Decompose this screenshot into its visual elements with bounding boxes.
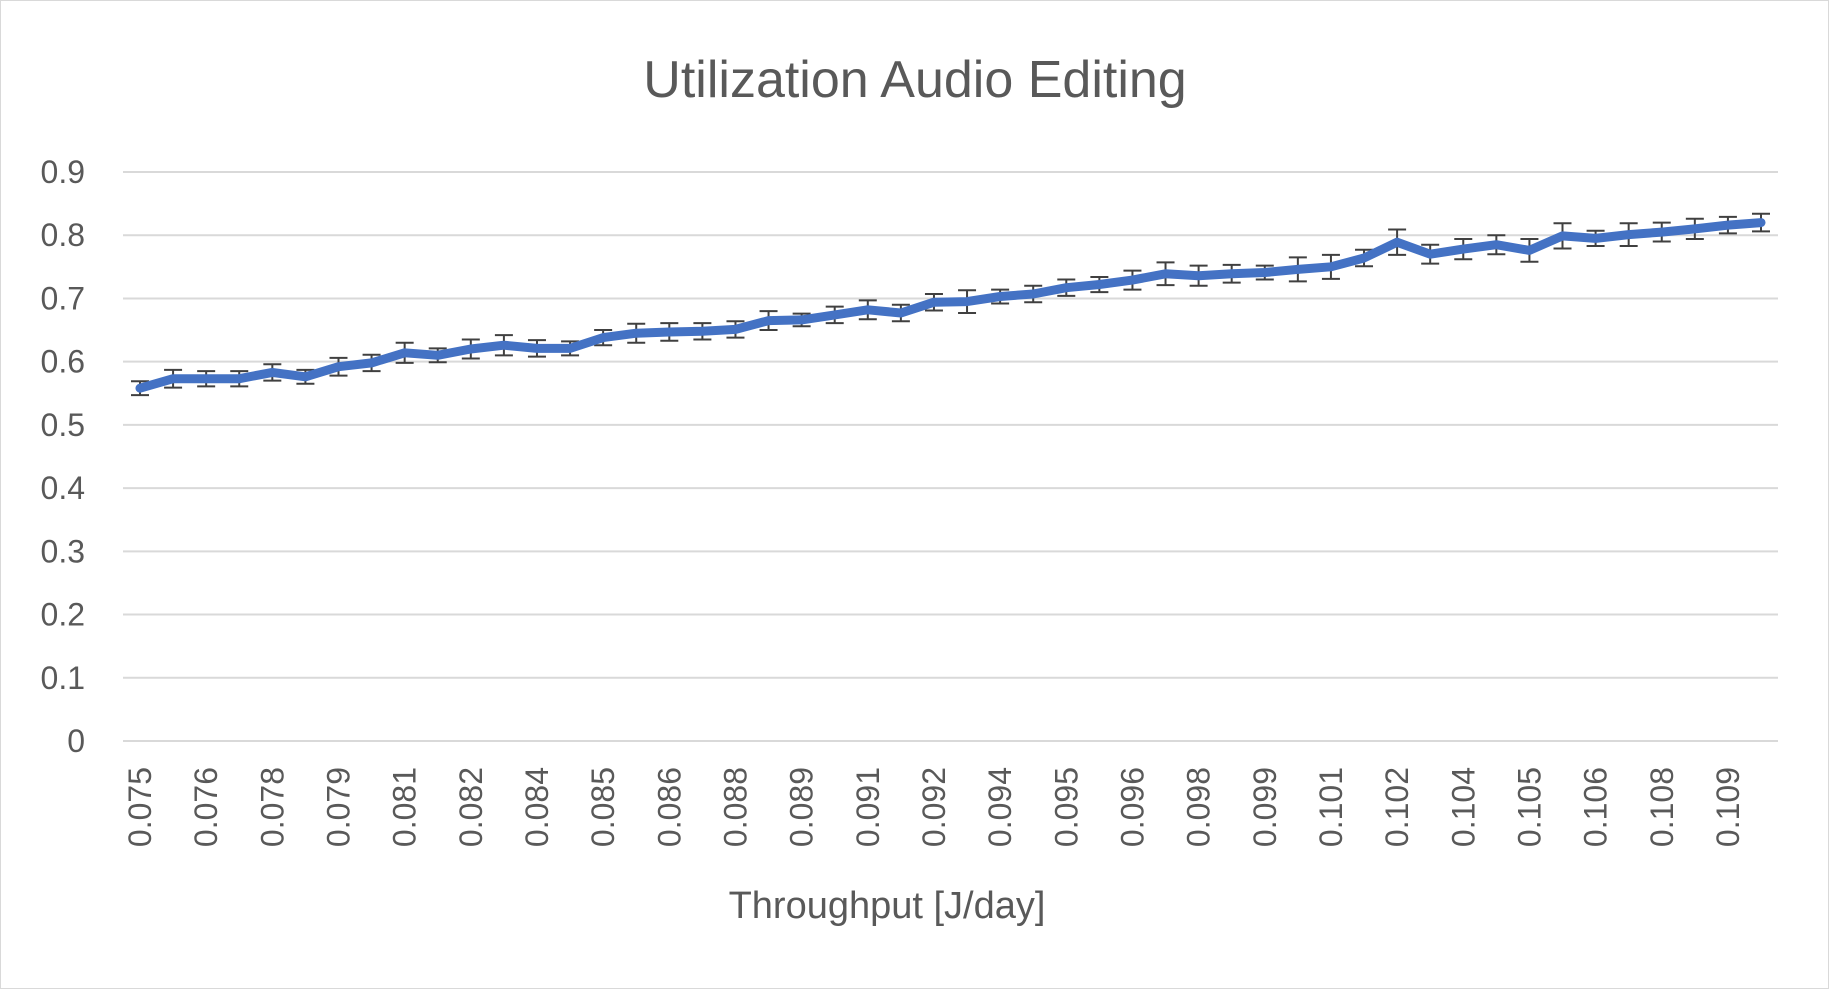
data-point bbox=[367, 358, 376, 367]
data-point bbox=[963, 297, 972, 306]
data-point bbox=[1029, 290, 1038, 299]
data-point bbox=[1723, 221, 1732, 230]
y-tick-label: 0.7 bbox=[41, 280, 85, 316]
data-point bbox=[764, 316, 773, 325]
data-point bbox=[632, 329, 641, 338]
data-point bbox=[433, 351, 442, 360]
data-point bbox=[1260, 268, 1269, 277]
data-point bbox=[1326, 262, 1335, 271]
data-point bbox=[797, 315, 806, 324]
x-axis-ticks: 0.075 0.076 0.078 0.079 0.081 0.082 0.084 0.085… bbox=[122, 767, 1746, 847]
data-point bbox=[1095, 280, 1104, 289]
series-line bbox=[135, 218, 1766, 393]
data-point bbox=[1624, 230, 1633, 239]
data-point bbox=[665, 327, 674, 336]
data-point bbox=[1757, 218, 1765, 227]
x-tick-label: 0.084 bbox=[519, 767, 555, 847]
x-tick-label: 0.105 bbox=[1511, 767, 1547, 847]
data-point bbox=[1426, 250, 1435, 259]
x-tick-label: 0.108 bbox=[1644, 767, 1680, 847]
data-point bbox=[1393, 238, 1402, 247]
y-tick-label: 0.9 bbox=[41, 154, 85, 190]
x-tick-label: 0.081 bbox=[387, 767, 423, 847]
grid-lines bbox=[123, 171, 1778, 742]
data-point bbox=[466, 345, 475, 354]
x-tick-label: 0.099 bbox=[1247, 767, 1283, 847]
data-point bbox=[499, 341, 508, 350]
x-tick-label: 0.094 bbox=[982, 767, 1018, 847]
data-point bbox=[1657, 228, 1666, 237]
data-point bbox=[1492, 240, 1501, 249]
x-axis-title: Throughput [J/day] bbox=[729, 885, 1046, 927]
data-point bbox=[566, 344, 575, 353]
data-point bbox=[863, 305, 872, 314]
data-point bbox=[896, 308, 905, 317]
x-tick-label: 0.096 bbox=[1114, 767, 1150, 847]
data-point bbox=[731, 325, 740, 334]
x-tick-label: 0.109 bbox=[1710, 767, 1746, 847]
x-tick-label: 0.089 bbox=[784, 767, 820, 847]
x-tick-label: 0.091 bbox=[850, 767, 886, 847]
data-point bbox=[301, 372, 310, 381]
data-point bbox=[1558, 231, 1567, 240]
chart-title: Utilization Audio Editing bbox=[643, 51, 1186, 109]
data-point bbox=[1690, 224, 1699, 233]
data-point bbox=[1161, 269, 1170, 278]
x-tick-label: 0.082 bbox=[453, 767, 489, 847]
data-point bbox=[830, 310, 839, 319]
data-point bbox=[1227, 269, 1236, 278]
data-point bbox=[1062, 283, 1071, 292]
data-point bbox=[235, 374, 244, 383]
data-point bbox=[136, 384, 144, 393]
x-tick-label: 0.101 bbox=[1313, 767, 1349, 847]
y-tick-label: 0.8 bbox=[41, 217, 85, 253]
data-point bbox=[996, 292, 1005, 301]
data-point bbox=[1591, 234, 1600, 243]
data-point bbox=[1525, 246, 1534, 255]
data-point bbox=[202, 374, 211, 383]
x-tick-label: 0.076 bbox=[188, 767, 224, 847]
data-point bbox=[1459, 245, 1468, 254]
data-point bbox=[1360, 253, 1369, 262]
x-tick-label: 0.086 bbox=[651, 767, 687, 847]
x-tick-label: 0.106 bbox=[1578, 767, 1614, 847]
x-tick-label: 0.095 bbox=[1048, 767, 1084, 847]
y-tick-label: 0.6 bbox=[41, 344, 85, 380]
x-tick-label: 0.104 bbox=[1445, 767, 1481, 847]
x-tick-label: 0.088 bbox=[717, 767, 753, 847]
data-point bbox=[268, 368, 277, 377]
data-point bbox=[532, 344, 541, 353]
x-tick-label: 0.079 bbox=[320, 767, 356, 847]
data-point bbox=[334, 362, 343, 371]
data-point bbox=[400, 348, 409, 357]
y-axis-ticks: 0 0.1 0.2 0.3 0.4 0.5 0.6 0.7 0.8 0.9 bbox=[41, 154, 85, 759]
y-tick-label: 0 bbox=[67, 723, 85, 759]
x-tick-label: 0.098 bbox=[1181, 767, 1217, 847]
y-tick-label: 0.3 bbox=[41, 533, 85, 569]
data-point bbox=[599, 333, 608, 342]
x-tick-label: 0.075 bbox=[122, 767, 158, 847]
x-tick-label: 0.092 bbox=[916, 767, 952, 847]
y-tick-label: 0.1 bbox=[41, 660, 85, 696]
y-tick-label: 0.2 bbox=[41, 597, 85, 633]
data-point bbox=[1293, 265, 1302, 274]
data-point bbox=[929, 298, 938, 307]
data-point bbox=[169, 374, 178, 383]
data-point bbox=[1194, 271, 1203, 280]
x-tick-label: 0.102 bbox=[1379, 767, 1415, 847]
x-tick-label: 0.085 bbox=[585, 767, 621, 847]
x-tick-label: 0.078 bbox=[254, 767, 290, 847]
y-tick-label: 0.5 bbox=[41, 407, 85, 443]
series-group bbox=[135, 218, 1766, 393]
data-point bbox=[1128, 276, 1137, 285]
y-tick-label: 0.4 bbox=[41, 470, 85, 506]
data-point bbox=[698, 327, 707, 336]
